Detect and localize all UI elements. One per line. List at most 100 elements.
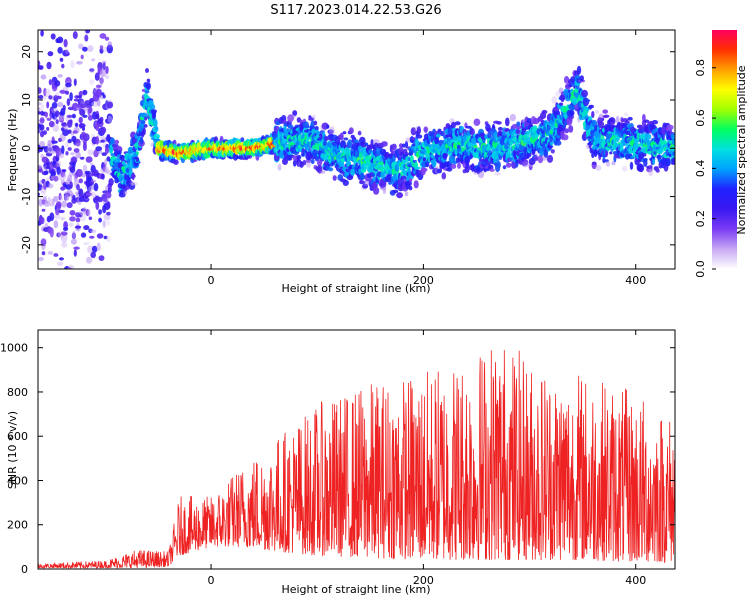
spectrogram-cell xyxy=(439,130,445,137)
spectrogram-cell xyxy=(99,77,104,87)
spectrogram-cell xyxy=(143,124,148,128)
spectrogram-cell xyxy=(89,68,95,72)
spectrogram-cell xyxy=(78,212,83,218)
spectrogram-cell xyxy=(95,88,102,98)
spectrogram-cell xyxy=(452,160,457,165)
spectrogram-cell xyxy=(568,125,574,133)
spectrogram-cell xyxy=(58,137,63,142)
spectrogram-cell xyxy=(649,164,653,171)
spectrogram-cell xyxy=(99,136,107,140)
spectrogram-cell xyxy=(672,151,675,156)
spectrogram-cell xyxy=(38,60,41,67)
spectrogram-cell xyxy=(496,121,502,125)
spectrogram-cell xyxy=(328,167,334,172)
spectrogram-cell xyxy=(102,166,109,174)
spectrogram-cell xyxy=(65,82,72,88)
x-tick-label: 0 xyxy=(208,274,215,287)
spectrogram-cell xyxy=(40,30,44,37)
spectrogram-cell xyxy=(91,245,98,253)
spectrogram-cell xyxy=(373,186,380,195)
spectrogram-cell xyxy=(564,76,570,84)
spectrogram-cell xyxy=(90,179,97,183)
spectrogram-cell xyxy=(588,104,595,109)
spectrogram-cell xyxy=(61,122,67,127)
spectrogram-cell xyxy=(353,157,358,165)
spectrogram-cell xyxy=(155,126,159,131)
spectrogram-cell xyxy=(347,139,353,149)
spectrogram-cell xyxy=(65,151,69,156)
spectrogram-cell xyxy=(69,216,76,222)
spectrogram-cell xyxy=(246,155,253,159)
spectrogram-cell xyxy=(648,168,654,177)
spectrogram-cell xyxy=(111,143,119,148)
spectrogram-cell xyxy=(82,297,85,301)
spectrogram-cell xyxy=(473,118,481,126)
spectrogram-cell xyxy=(446,167,453,172)
spectrogram-cell xyxy=(622,165,628,172)
spectrogram-cell xyxy=(99,47,104,54)
spectrogram-cell xyxy=(73,249,77,257)
spectrogram-cell xyxy=(43,145,49,153)
spectrogram-cell xyxy=(555,140,562,146)
y-tick-label: 600 xyxy=(7,430,28,443)
spectrogram-cell xyxy=(142,127,146,136)
spectrogram-cell xyxy=(600,117,605,122)
y-tick-label: 800 xyxy=(7,386,28,399)
spectrogram-cell xyxy=(489,168,495,172)
spectrogram-cell xyxy=(371,173,376,177)
spectrogram-cell xyxy=(85,209,90,217)
spectrogram-cell xyxy=(522,159,529,166)
spectrogram-cell xyxy=(44,111,48,118)
spectrogram-cell xyxy=(105,191,112,199)
spectrogram-cell xyxy=(41,251,46,256)
spectrogram-panel: 0 200 400 -20 -10 0 10 20 Height of straight l… xyxy=(6,25,676,301)
spectrogram-cell xyxy=(652,156,656,166)
spectrogram-cell xyxy=(102,163,106,172)
spectrogram-cell xyxy=(107,41,113,49)
spectrogram-cell xyxy=(83,197,90,203)
spectrogram-cell xyxy=(80,232,87,238)
spectrogram-cell xyxy=(91,101,98,107)
spectrogram-cell xyxy=(90,229,97,233)
spectrogram-cell xyxy=(48,95,53,100)
spectrogram-cell xyxy=(656,154,662,160)
spectrogram-cell xyxy=(43,87,47,97)
spectrogram-cell xyxy=(44,88,51,98)
colorbar: 0.0 0.2 0.4 0.6 0.8 Normalized spectral ampl… xyxy=(694,30,748,278)
spectrogram-cell xyxy=(638,164,645,173)
snr-x-ticks: 0 200 400 xyxy=(208,330,646,587)
spectrogram-cell xyxy=(76,184,80,191)
spectrogram-cell xyxy=(400,163,405,171)
spectrogram-cell xyxy=(378,161,385,165)
y-tick-label: -20 xyxy=(20,236,33,254)
spectrogram-cell xyxy=(59,195,64,201)
spectrogram-cell xyxy=(74,225,82,229)
spectrogram-cell xyxy=(391,143,397,150)
spectrogram-cell xyxy=(58,209,65,214)
spectrogram-cell xyxy=(388,169,392,175)
spectrogram-cell xyxy=(494,172,501,176)
spectrogram-cell xyxy=(594,110,600,114)
spectrogram-cell xyxy=(98,217,102,223)
spectrogram-cell xyxy=(404,140,409,149)
spectrogram-cell xyxy=(60,25,63,28)
spectrogram-cell xyxy=(46,162,50,166)
spectrogram-cell xyxy=(56,160,61,168)
spectrogram-cell xyxy=(59,89,67,94)
spectrogram-cell xyxy=(122,190,128,196)
spectrogram-cell xyxy=(55,208,60,216)
spectrogram-frame xyxy=(37,29,676,270)
colorbar-tick-label: 0.0 xyxy=(694,260,707,278)
spectrogram-cell xyxy=(63,39,68,48)
spectrogram-cell xyxy=(660,138,667,146)
spectrogram-cell xyxy=(64,51,70,57)
spectrogram-cell xyxy=(91,58,96,62)
spectrogram-cell xyxy=(516,121,521,127)
spectrogram-cell xyxy=(99,69,106,78)
spectrogram-cell xyxy=(64,195,70,201)
spectrogram-cell xyxy=(51,198,55,206)
spectrogram-cell xyxy=(406,180,412,187)
y-tick-label: 0 xyxy=(21,563,28,576)
spectrogram-cell xyxy=(50,171,56,176)
spectrogram-cell xyxy=(666,157,671,166)
